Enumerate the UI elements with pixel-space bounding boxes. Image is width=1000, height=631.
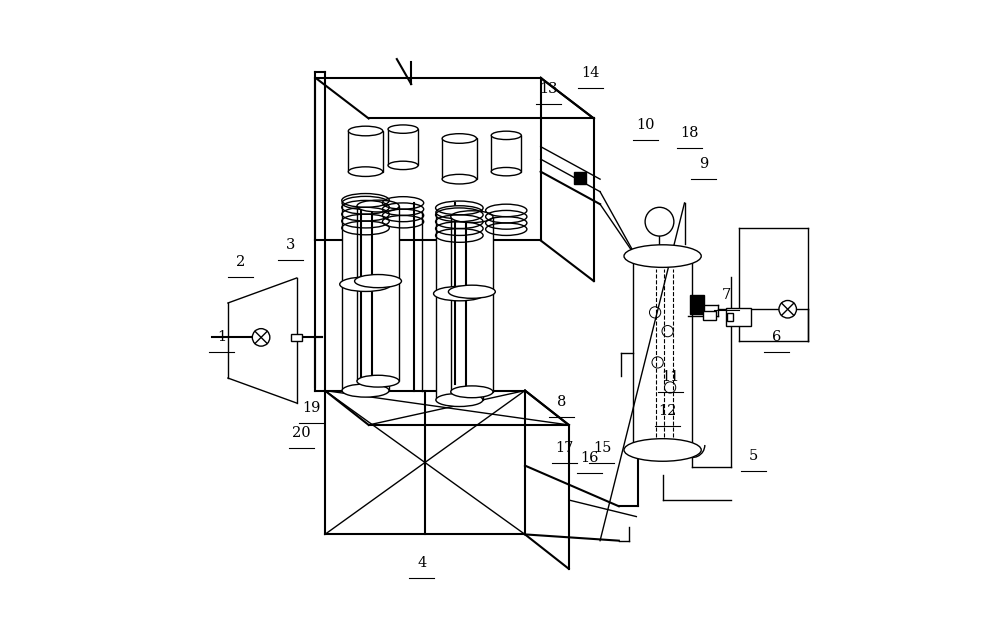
Circle shape xyxy=(252,329,270,346)
Ellipse shape xyxy=(388,125,418,133)
Bar xyxy=(690,295,704,314)
Text: 10: 10 xyxy=(636,118,655,132)
Bar xyxy=(451,216,493,392)
Text: 1: 1 xyxy=(217,331,226,345)
Text: 3: 3 xyxy=(286,239,295,252)
Ellipse shape xyxy=(624,245,701,268)
Ellipse shape xyxy=(448,285,495,298)
Text: 12: 12 xyxy=(658,404,677,418)
Bar xyxy=(436,212,483,400)
Bar xyxy=(388,129,418,165)
Ellipse shape xyxy=(342,196,389,209)
Text: 9: 9 xyxy=(699,157,708,171)
Ellipse shape xyxy=(342,384,389,397)
Text: 17: 17 xyxy=(555,441,574,455)
Bar xyxy=(442,138,477,179)
Text: 14: 14 xyxy=(582,66,600,80)
Text: 6: 6 xyxy=(772,331,781,345)
Ellipse shape xyxy=(348,167,383,177)
Text: 13: 13 xyxy=(540,82,558,96)
Text: 2: 2 xyxy=(236,256,245,269)
Text: 18: 18 xyxy=(680,126,699,140)
Circle shape xyxy=(779,300,796,318)
Ellipse shape xyxy=(633,442,692,458)
Ellipse shape xyxy=(357,200,399,212)
Bar xyxy=(727,313,733,321)
Bar xyxy=(348,131,383,172)
Text: 15: 15 xyxy=(593,441,611,455)
Bar xyxy=(491,136,521,172)
Bar xyxy=(633,256,692,450)
Ellipse shape xyxy=(633,248,692,264)
Circle shape xyxy=(645,208,674,236)
Ellipse shape xyxy=(388,161,418,170)
Ellipse shape xyxy=(357,375,399,387)
Ellipse shape xyxy=(442,134,477,143)
Bar xyxy=(291,334,302,341)
Ellipse shape xyxy=(348,126,383,136)
Text: 11: 11 xyxy=(662,370,680,384)
Text: 19: 19 xyxy=(302,401,320,415)
Bar xyxy=(342,203,389,391)
Ellipse shape xyxy=(355,274,401,288)
Text: 20: 20 xyxy=(292,426,311,440)
Bar xyxy=(574,172,586,184)
Text: 5: 5 xyxy=(749,449,758,463)
Bar xyxy=(726,308,751,326)
Bar xyxy=(703,311,716,320)
Ellipse shape xyxy=(340,277,391,292)
Ellipse shape xyxy=(451,211,493,223)
Ellipse shape xyxy=(442,174,477,184)
Text: 4: 4 xyxy=(417,555,426,570)
Ellipse shape xyxy=(434,286,485,301)
Ellipse shape xyxy=(436,393,483,406)
Ellipse shape xyxy=(451,386,493,398)
Bar xyxy=(357,206,399,381)
Text: 8: 8 xyxy=(557,395,566,409)
Ellipse shape xyxy=(436,206,483,219)
Ellipse shape xyxy=(491,131,521,139)
Text: 16: 16 xyxy=(580,451,599,465)
Ellipse shape xyxy=(491,167,521,176)
Text: 7: 7 xyxy=(722,288,731,302)
Ellipse shape xyxy=(624,439,701,461)
